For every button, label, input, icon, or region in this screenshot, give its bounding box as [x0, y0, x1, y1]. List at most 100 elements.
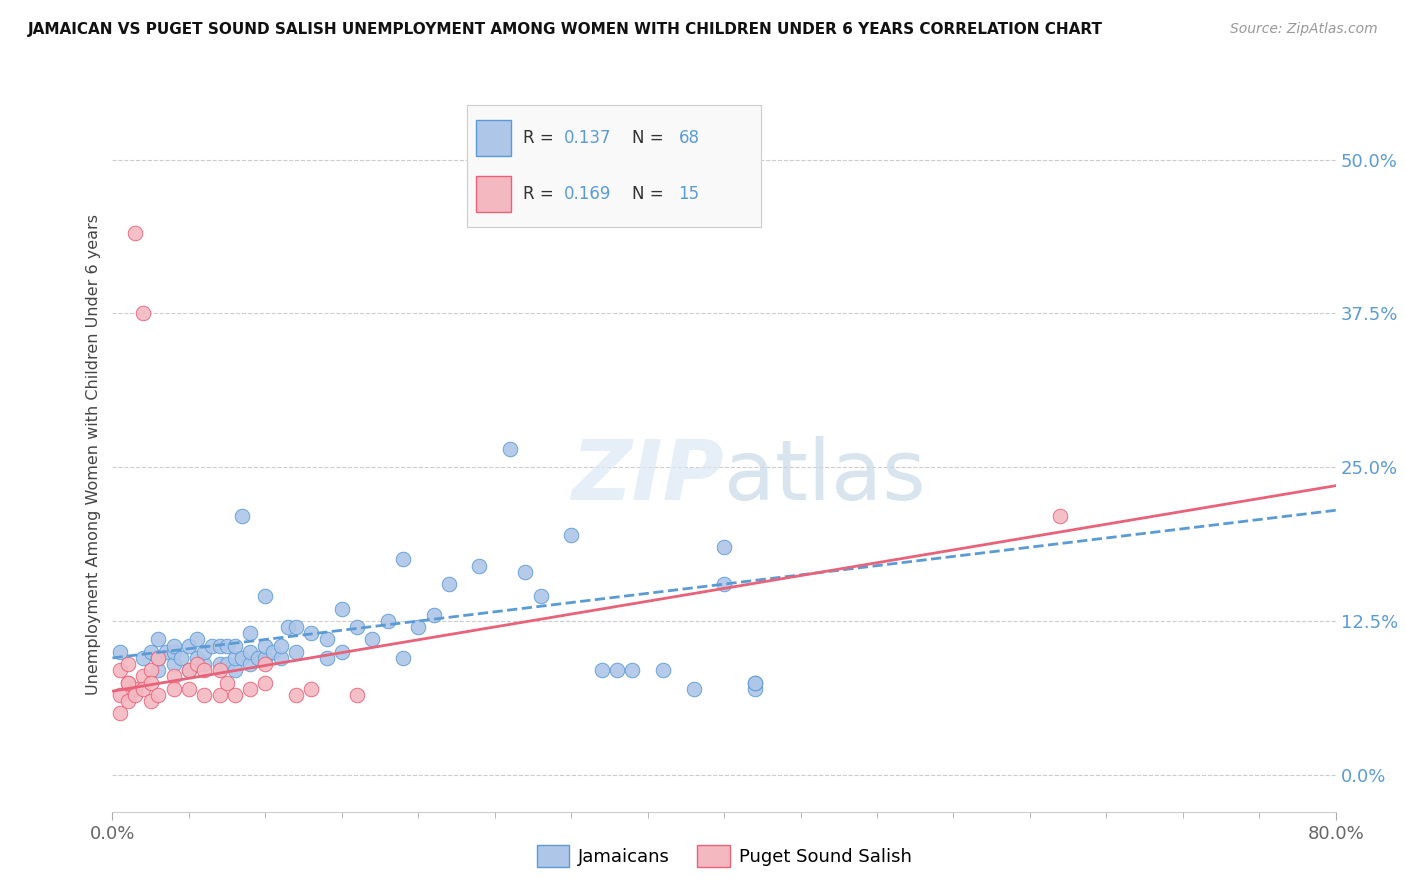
Point [117, 675, 139, 690]
Point [186, 632, 208, 647]
Point [530, 590, 553, 604]
Point [132, 306, 155, 320]
Point [299, 626, 322, 640]
Point [186, 651, 208, 665]
Point [193, 688, 215, 702]
Point [163, 669, 186, 683]
Point [163, 657, 186, 671]
Point [132, 681, 155, 696]
Point [108, 688, 131, 702]
Point [124, 227, 146, 241]
Point [284, 620, 308, 634]
Point [499, 442, 522, 456]
Point [148, 632, 170, 647]
Text: atlas: atlas [724, 436, 925, 516]
Point [744, 675, 766, 690]
Point [139, 694, 162, 708]
Point [254, 639, 277, 653]
Y-axis label: Unemployment Among Women with Children Under 6 years: Unemployment Among Women with Children U… [86, 214, 101, 696]
Point [193, 657, 215, 671]
Point [315, 632, 337, 647]
Point [682, 681, 704, 696]
Point [744, 681, 766, 696]
Point [591, 663, 613, 677]
Point [231, 509, 253, 524]
Point [239, 626, 262, 640]
Point [117, 694, 139, 708]
Point [163, 639, 186, 653]
Point [148, 688, 170, 702]
Point [148, 663, 170, 677]
Point [254, 657, 277, 671]
Point [108, 645, 131, 659]
Point [148, 651, 170, 665]
Point [201, 639, 224, 653]
Point [422, 607, 444, 622]
Point [346, 620, 368, 634]
Point [239, 645, 262, 659]
Point [163, 645, 186, 659]
Point [124, 681, 146, 696]
Legend: Jamaicans, Puget Sound Salish: Jamaicans, Puget Sound Salish [530, 838, 918, 874]
Point [139, 675, 162, 690]
Point [468, 558, 491, 573]
Point [284, 645, 308, 659]
Point [217, 675, 239, 690]
Point [330, 601, 353, 615]
Point [621, 663, 644, 677]
Point [208, 639, 231, 653]
Text: ZIP: ZIP [571, 436, 724, 516]
Point [170, 651, 193, 665]
Point [117, 657, 139, 671]
Point [392, 552, 415, 566]
Point [217, 657, 239, 671]
Point [392, 651, 415, 665]
Point [346, 688, 368, 702]
Point [208, 663, 231, 677]
Point [299, 681, 322, 696]
Point [254, 590, 277, 604]
Point [177, 639, 200, 653]
Point [652, 663, 675, 677]
Point [515, 565, 537, 579]
Point [713, 577, 735, 591]
Point [124, 688, 146, 702]
Point [224, 651, 246, 665]
Point [177, 663, 200, 677]
Point [270, 651, 292, 665]
Point [193, 645, 215, 659]
Point [246, 651, 269, 665]
Point [117, 675, 139, 690]
Point [277, 620, 299, 634]
Point [224, 639, 246, 653]
Point [108, 706, 131, 721]
Point [284, 688, 308, 702]
Point [217, 639, 239, 653]
Point [330, 645, 353, 659]
Point [254, 675, 277, 690]
Point [132, 669, 155, 683]
Point [148, 651, 170, 665]
Point [239, 657, 262, 671]
Point [139, 663, 162, 677]
Point [606, 663, 628, 677]
Point [108, 663, 131, 677]
Point [270, 639, 292, 653]
Point [139, 645, 162, 659]
Point [132, 651, 155, 665]
Point [262, 645, 284, 659]
Point [208, 688, 231, 702]
Point [1049, 509, 1071, 524]
Point [177, 663, 200, 677]
Point [224, 688, 246, 702]
Point [560, 528, 582, 542]
Point [163, 681, 186, 696]
Point [239, 681, 262, 696]
Point [231, 651, 253, 665]
Point [186, 657, 208, 671]
Point [177, 681, 200, 696]
Point [224, 663, 246, 677]
Point [315, 651, 337, 665]
Point [713, 540, 735, 554]
Point [254, 651, 277, 665]
